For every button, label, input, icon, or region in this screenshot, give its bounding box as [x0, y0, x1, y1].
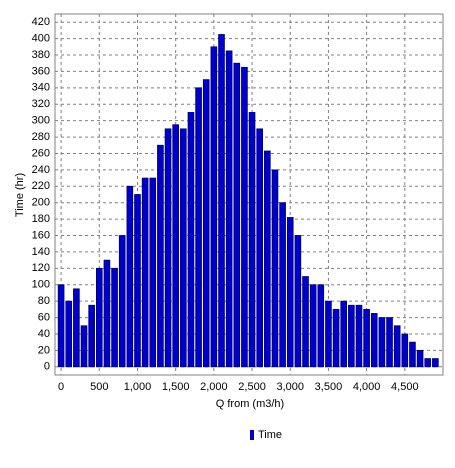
- bar: [225, 50, 233, 368]
- y-tick-label: 200: [32, 197, 50, 209]
- legend-swatch: [250, 430, 254, 440]
- bar: [317, 284, 325, 368]
- bar: [65, 300, 73, 368]
- y-tick-label: 160: [32, 229, 50, 241]
- bar: [355, 304, 363, 368]
- bar: [149, 177, 157, 368]
- bar: [416, 349, 424, 368]
- y-tick-label: 260: [32, 147, 50, 159]
- bar: [348, 304, 355, 368]
- bar: [164, 128, 172, 368]
- bar: [302, 276, 309, 368]
- bar: [393, 325, 401, 368]
- x-tick-label: 2,500: [238, 381, 266, 393]
- bar: [294, 235, 302, 368]
- bar: [218, 34, 225, 368]
- bar: [363, 308, 370, 368]
- y-tick-label: 360: [32, 65, 50, 77]
- x-tick-label: 1,500: [162, 381, 190, 393]
- bar: [80, 325, 88, 368]
- x-tick-label: 4,500: [391, 381, 419, 393]
- y-tick-label: 380: [32, 49, 50, 61]
- bar: [271, 169, 279, 368]
- x-tick-label: 2,000: [200, 381, 228, 393]
- y-tick-label: 140: [32, 246, 50, 258]
- bar: [264, 150, 271, 368]
- y-tick-label: 300: [32, 115, 50, 127]
- y-tick-label: 40: [38, 328, 50, 340]
- bar: [432, 358, 439, 368]
- y-tick-label: 0: [44, 361, 50, 373]
- y-tick-label: 340: [32, 82, 50, 94]
- bar: [180, 128, 187, 368]
- bar: [325, 300, 332, 368]
- bar: [88, 304, 95, 368]
- x-tick-label: 3,500: [315, 381, 343, 393]
- bar: [187, 112, 195, 368]
- x-tick-label: 3,000: [276, 381, 304, 393]
- bar: [286, 217, 294, 368]
- bar: [157, 144, 164, 368]
- bar: [401, 333, 409, 368]
- x-tick-label: 1,000: [124, 381, 152, 393]
- bar: [340, 300, 348, 368]
- y-tick-label: 100: [32, 279, 50, 291]
- bar: [386, 317, 393, 368]
- bar: [233, 62, 241, 368]
- bar: [111, 267, 118, 368]
- y-tick-label: 180: [32, 213, 50, 225]
- y-tick-label: 240: [32, 164, 50, 176]
- x-axis-label: Q from (m3/h): [216, 398, 284, 410]
- bar: [202, 79, 210, 368]
- y-axis-label: Time (hr): [14, 173, 26, 217]
- bar: [370, 313, 378, 368]
- bar: [424, 358, 432, 368]
- y-tick-label: 120: [32, 262, 50, 274]
- bar: [126, 185, 134, 368]
- y-tick-label: 80: [38, 295, 50, 307]
- x-tick-label: 4,000: [353, 381, 381, 393]
- y-tick-label: 20: [38, 344, 50, 356]
- bar: [332, 308, 340, 368]
- bar: [134, 194, 141, 368]
- y-tick-label: 280: [32, 131, 50, 143]
- bar: [141, 177, 149, 368]
- bar: [256, 128, 263, 368]
- bar: [118, 235, 126, 368]
- y-tick-label: 220: [32, 180, 50, 192]
- bar: [210, 46, 218, 368]
- bar: [172, 124, 179, 368]
- y-tick-label: 60: [38, 311, 50, 323]
- bar: [195, 87, 202, 368]
- bar: [309, 284, 317, 368]
- bar: [103, 259, 111, 368]
- y-tick-label: 420: [32, 16, 50, 28]
- legend-label: Time: [258, 429, 282, 441]
- bar: [279, 202, 286, 368]
- y-tick-label: 400: [32, 33, 50, 45]
- bar: [409, 341, 416, 368]
- bar: [57, 284, 65, 368]
- y-tick-label: 320: [32, 98, 50, 110]
- x-tick-label: 0: [58, 381, 64, 393]
- bar: [378, 317, 386, 368]
- bar: [248, 112, 256, 368]
- bar: [241, 66, 248, 368]
- x-tick-label: 500: [90, 381, 108, 393]
- bar: [95, 267, 103, 368]
- bar: [73, 288, 80, 368]
